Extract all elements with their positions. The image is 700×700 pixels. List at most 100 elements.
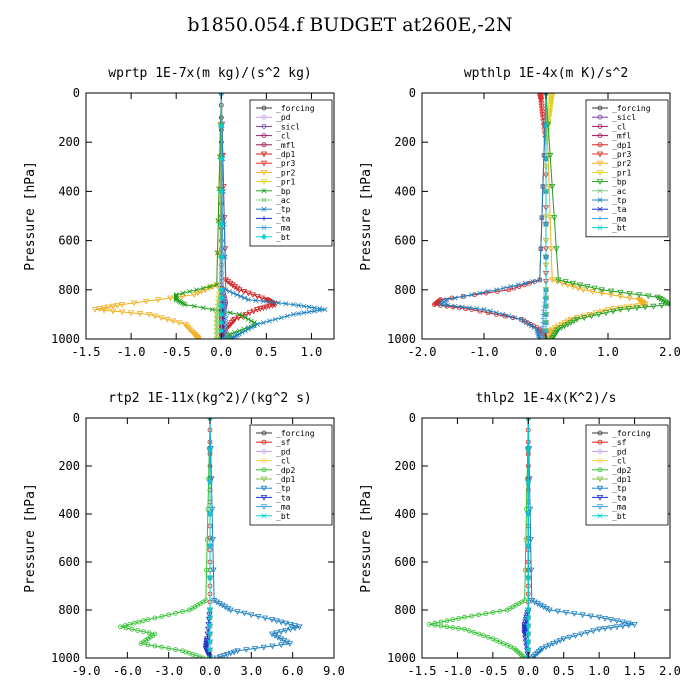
data-point [543, 254, 549, 260]
chart-panel-2: wpthlp 1E-4x(m K)/s^2 Pressure [hPa] -2.0 -… [359, 66, 681, 359]
series-markers-tp [525, 418, 638, 658]
legend-marker [261, 458, 267, 464]
legend-marker [597, 105, 603, 111]
data-point [229, 282, 236, 289]
data-point [481, 633, 486, 638]
data-point [462, 626, 467, 632]
data-point [220, 336, 226, 339]
data-point [579, 612, 586, 619]
data-point [203, 642, 210, 649]
data-point [487, 308, 493, 314]
series-line-dp2 [120, 418, 211, 658]
data-point [275, 300, 281, 306]
legend: _forcing_sf_pd_cl_dp2_dp1_tp_ta_ma_bt [249, 424, 333, 526]
legend-label: _ac [276, 196, 291, 205]
data-point [617, 289, 624, 296]
legend-marker [597, 197, 603, 203]
y-axis-label: Pressure [hPa] [23, 483, 38, 593]
legend-marker [597, 467, 603, 473]
data-point [460, 293, 466, 299]
data-point [228, 320, 235, 326]
data-point [152, 615, 158, 621]
legend-marker [596, 179, 604, 185]
y-tick-label: 800 [58, 283, 80, 297]
data-point [538, 246, 544, 252]
data-point [207, 623, 213, 629]
legend-label: _dp1 [612, 141, 631, 150]
data-point [135, 628, 141, 633]
legend-label: _ma [612, 503, 627, 512]
data-point [114, 302, 121, 309]
data-point [540, 336, 546, 339]
y-tick-label: 0 [409, 86, 416, 100]
data-point [538, 100, 545, 107]
legend-label: _pr3 [612, 150, 631, 159]
data-point [145, 617, 151, 622]
data-point [553, 246, 560, 253]
legend-box [585, 99, 669, 238]
data-point [534, 328, 540, 334]
legend-marker [597, 124, 603, 129]
data-point [283, 301, 289, 307]
legend-label: _forcing [276, 429, 315, 438]
legend-marker [597, 188, 603, 194]
legend-label: _bt [276, 512, 291, 521]
data-point [287, 626, 294, 633]
data-point [450, 617, 456, 622]
data-point [223, 332, 229, 338]
legend: _forcing_sf_pd_cl_dp2_dp1_tp_ta_ma_bt [585, 424, 669, 526]
data-point [266, 318, 272, 324]
y-tick-label: 800 [394, 603, 416, 617]
legend-marker [597, 458, 603, 464]
data-point [207, 418, 213, 421]
data-point [590, 628, 597, 635]
data-point [549, 336, 556, 339]
data-point [219, 602, 226, 609]
legend-marker [596, 485, 604, 492]
data-point [317, 306, 323, 312]
data-point [214, 320, 220, 326]
y-tick-label: 0 [73, 411, 80, 425]
data-point [301, 310, 307, 316]
legend-marker [260, 160, 268, 167]
data-point [232, 334, 238, 339]
data-point [209, 306, 215, 312]
data-point [551, 215, 558, 221]
y-axis-label: Pressure [hPa] [359, 483, 374, 593]
data-point [145, 642, 151, 648]
data-point [222, 254, 228, 260]
legend-label: _sf [276, 438, 291, 447]
data-point [548, 93, 555, 100]
legend-label: _bp [612, 178, 627, 187]
series-line-tp [527, 418, 635, 658]
data-point [251, 323, 257, 329]
legend-marker [261, 188, 267, 194]
data-point [157, 315, 165, 322]
legend-marker [261, 215, 267, 221]
data-point [536, 333, 542, 339]
data-point [666, 302, 670, 308]
data-point [218, 286, 225, 293]
legend-label: _sicl [612, 113, 636, 122]
data-point [588, 313, 595, 320]
data-point [169, 318, 177, 325]
data-point [223, 320, 229, 326]
legend-marker [260, 485, 268, 492]
data-point [245, 297, 251, 303]
data-point [291, 625, 299, 632]
data-point [136, 311, 144, 317]
data-point [515, 282, 521, 288]
data-point [258, 295, 266, 302]
legend-label: _ta [612, 205, 627, 214]
series-line-tp [209, 418, 302, 658]
legend-label: _pd [612, 447, 627, 456]
data-point [282, 628, 289, 634]
data-point [253, 297, 259, 303]
data-point [224, 279, 232, 285]
data-point [221, 299, 227, 305]
data-point [522, 655, 528, 658]
data-point [523, 320, 529, 326]
legend-marker [261, 225, 267, 231]
data-point [444, 618, 450, 624]
data-point [521, 282, 527, 288]
